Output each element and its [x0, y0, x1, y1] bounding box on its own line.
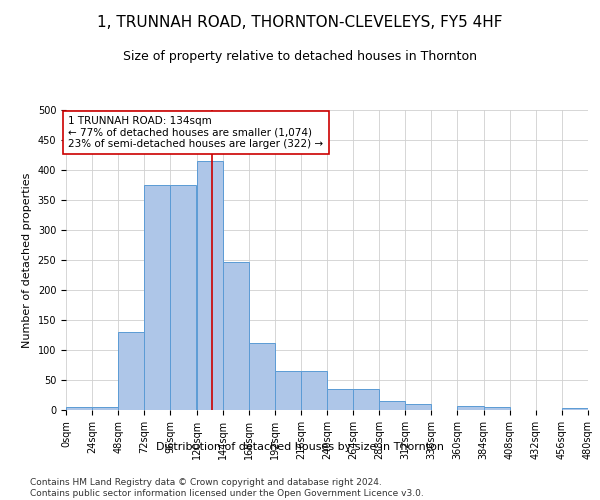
Bar — [301, 371, 327, 410]
Y-axis label: Number of detached properties: Number of detached properties — [22, 172, 32, 348]
Text: Size of property relative to detached houses in Thornton: Size of property relative to detached ho… — [123, 50, 477, 63]
Bar — [249, 344, 275, 410]
Bar — [118, 332, 144, 410]
Bar — [327, 389, 353, 410]
Bar — [145, 185, 170, 410]
Bar — [406, 404, 431, 410]
Text: Contains HM Land Registry data © Crown copyright and database right 2024.
Contai: Contains HM Land Registry data © Crown c… — [30, 478, 424, 498]
Bar — [170, 185, 196, 410]
Bar — [379, 401, 406, 410]
Bar — [92, 407, 118, 410]
Bar — [562, 408, 588, 410]
Bar — [353, 389, 379, 410]
Bar — [197, 161, 223, 410]
Text: 1 TRUNNAH ROAD: 134sqm
← 77% of detached houses are smaller (1,074)
23% of semi-: 1 TRUNNAH ROAD: 134sqm ← 77% of detached… — [68, 116, 323, 149]
Text: Distribution of detached houses by size in Thornton: Distribution of detached houses by size … — [156, 442, 444, 452]
Bar — [66, 407, 92, 410]
Bar — [457, 406, 484, 410]
Bar — [484, 407, 510, 410]
Bar — [275, 371, 301, 410]
Text: 1, TRUNNAH ROAD, THORNTON-CLEVELEYS, FY5 4HF: 1, TRUNNAH ROAD, THORNTON-CLEVELEYS, FY5… — [97, 15, 503, 30]
Bar — [223, 262, 249, 410]
